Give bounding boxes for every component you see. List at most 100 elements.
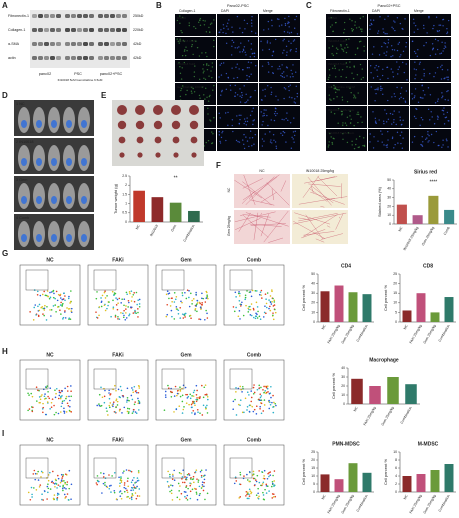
- flow-dot: [135, 412, 138, 415]
- flow-dot: [70, 390, 72, 393]
- x-tick-label: Gem 25mg/kg: [341, 324, 355, 345]
- flow-dot: [248, 471, 251, 473]
- flow-dot: [104, 309, 107, 312]
- flow-dot: [201, 485, 204, 488]
- nucleus: [295, 15, 298, 18]
- nucleus: [241, 51, 244, 53]
- flow-dot: [111, 404, 114, 406]
- nucleus: [341, 110, 343, 113]
- nucleus: [341, 48, 343, 50]
- nucleus: [283, 49, 285, 52]
- flow-dot: [163, 409, 166, 411]
- flow-dot: [63, 486, 66, 489]
- nucleus: [227, 77, 230, 79]
- flow-group: Gem: [180, 257, 192, 263]
- flow-dot: [244, 294, 247, 297]
- flow-dot: [245, 304, 247, 307]
- flow-dot: [133, 476, 135, 479]
- flow-dot: [39, 294, 42, 297]
- flow-dot: [173, 301, 176, 303]
- tumor: [189, 120, 199, 130]
- flow-dot: [196, 302, 199, 304]
- flow-plot: [87, 444, 149, 506]
- flow-dot: [113, 489, 116, 492]
- nucleus: [393, 147, 395, 149]
- flow-dot: [195, 488, 197, 490]
- flow-dot: [122, 394, 124, 397]
- flow-dot: [256, 474, 259, 477]
- y-tick-label: 0: [343, 402, 345, 406]
- nucleus: [363, 137, 365, 139]
- nucleus: [276, 112, 278, 115]
- micro-col: Collagen-1: [179, 9, 196, 13]
- flow-dot: [49, 488, 52, 490]
- blot-band: [50, 28, 55, 32]
- flow-dot: [259, 393, 262, 396]
- nucleus: [283, 131, 286, 134]
- nucleus: [349, 61, 351, 63]
- flow-dot: [176, 394, 178, 397]
- flow-dot: [248, 480, 251, 483]
- flow-dot: [135, 497, 138, 500]
- flow-dot: [135, 312, 137, 315]
- flow-dot: [262, 389, 264, 391]
- flow-dot: [63, 412, 66, 414]
- nucleus: [419, 61, 421, 63]
- nucleus: [432, 47, 434, 50]
- nucleus: [336, 96, 338, 98]
- nucleus: [360, 40, 362, 42]
- nucleus: [182, 85, 184, 87]
- flow-dot: [266, 292, 269, 294]
- nucleus: [194, 65, 196, 67]
- nucleus: [292, 40, 295, 42]
- nucleus: [251, 145, 253, 147]
- blot-band: [83, 14, 88, 18]
- flow-dot: [123, 470, 125, 472]
- flow-dot: [104, 484, 106, 486]
- blot-band: [44, 28, 49, 32]
- flow-dot: [271, 401, 273, 404]
- nucleus: [231, 119, 234, 121]
- y-tick-label: 6: [395, 466, 397, 470]
- fiber: [320, 233, 343, 240]
- nucleus: [271, 25, 273, 27]
- flow-dot: [255, 494, 258, 497]
- bar: [396, 204, 407, 224]
- nucleus: [332, 54, 335, 57]
- flow-dot: [185, 402, 188, 404]
- flow-dot: [263, 404, 266, 406]
- nucleus: [337, 48, 339, 51]
- nucleus: [382, 120, 385, 122]
- nucleus: [250, 43, 253, 45]
- flow-dot: [68, 469, 71, 472]
- nucleus: [421, 145, 424, 147]
- nucleus: [357, 113, 360, 116]
- flow-dot: [255, 312, 257, 315]
- flow-dot: [60, 405, 63, 408]
- flow-dot: [67, 297, 70, 300]
- nucleus: [271, 54, 274, 57]
- nucleus: [352, 28, 354, 31]
- flow-dot: [115, 304, 118, 306]
- fiber: [309, 188, 328, 202]
- nucleus: [436, 115, 439, 117]
- flow-dot: [105, 407, 108, 410]
- nucleus: [294, 102, 297, 104]
- nucleus: [283, 38, 285, 40]
- flow-dot: [165, 293, 168, 296]
- flow-dot: [243, 475, 245, 477]
- flow-dot: [204, 406, 207, 409]
- micro-cell: [326, 83, 367, 105]
- nucleus: [225, 42, 228, 44]
- x-tick-label: Gem: [170, 224, 177, 233]
- nucleus: [291, 97, 293, 99]
- nucleus: [345, 51, 348, 54]
- nucleus: [427, 131, 429, 133]
- flow-dot: [191, 299, 193, 302]
- panel-letter: C: [306, 1, 312, 10]
- nucleus: [399, 119, 401, 121]
- nucleus: [212, 133, 214, 135]
- flow-dot: [177, 482, 180, 485]
- flow-group: Comb: [247, 257, 261, 263]
- nucleus: [362, 15, 364, 18]
